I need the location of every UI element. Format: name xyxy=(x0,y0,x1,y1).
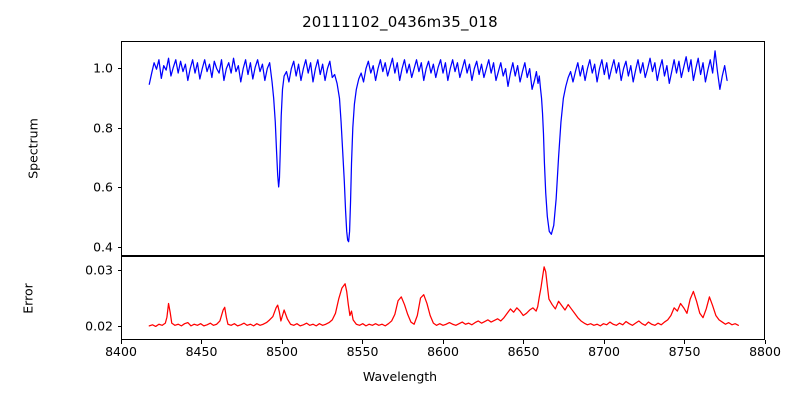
spectrum-ytick-label: 0.6 xyxy=(93,179,113,195)
xtick-label: 8750 xyxy=(668,344,701,359)
xtick-label: 8650 xyxy=(507,344,540,359)
spectrum-ytick-label: 0.4 xyxy=(93,239,113,255)
xtick-label: 8500 xyxy=(266,344,298,359)
xtick-mark xyxy=(442,340,444,344)
xtick-mark xyxy=(764,340,766,344)
error-plot-panel xyxy=(121,256,765,340)
spectrum-ytick-mark xyxy=(117,187,121,189)
error-ytick-label: 0.03 xyxy=(85,262,113,278)
xtick-label: 8550 xyxy=(346,344,379,359)
plot-title: 20111102_0436m35_018 xyxy=(302,13,498,31)
spectrum-plot-panel xyxy=(121,41,765,256)
spectrum-line-series xyxy=(122,42,764,255)
error-ytick-mark xyxy=(117,270,121,272)
spectrum-ytick-mark xyxy=(117,127,121,129)
xtick-mark xyxy=(603,340,605,344)
error-ytick-label: 0.02 xyxy=(85,318,113,334)
error-ytick-mark xyxy=(117,326,121,328)
xtick-label: 8600 xyxy=(427,344,459,359)
xtick-mark xyxy=(362,340,364,344)
xtick-mark xyxy=(201,340,203,344)
spectrum-ytick-mark xyxy=(117,247,121,249)
xtick-mark xyxy=(684,340,686,344)
xtick-label: 8400 xyxy=(105,344,137,359)
error-line-series xyxy=(122,257,764,339)
xtick-label: 8700 xyxy=(588,344,620,359)
xtick-label: 8800 xyxy=(749,344,781,359)
spectrum-ytick-label: 0.8 xyxy=(93,120,113,136)
spectrum-ytick-label: 1.0 xyxy=(93,60,113,76)
error-y-axis-label: Error xyxy=(20,283,36,314)
xtick-mark xyxy=(523,340,525,344)
x-axis-label: Wavelength xyxy=(362,369,438,384)
xtick-label: 8450 xyxy=(185,344,218,359)
spectrum-y-axis-label: Spectrum xyxy=(25,118,41,179)
spectrum-ytick-mark xyxy=(117,67,121,69)
xtick-mark xyxy=(281,340,283,344)
xtick-mark xyxy=(120,340,122,344)
